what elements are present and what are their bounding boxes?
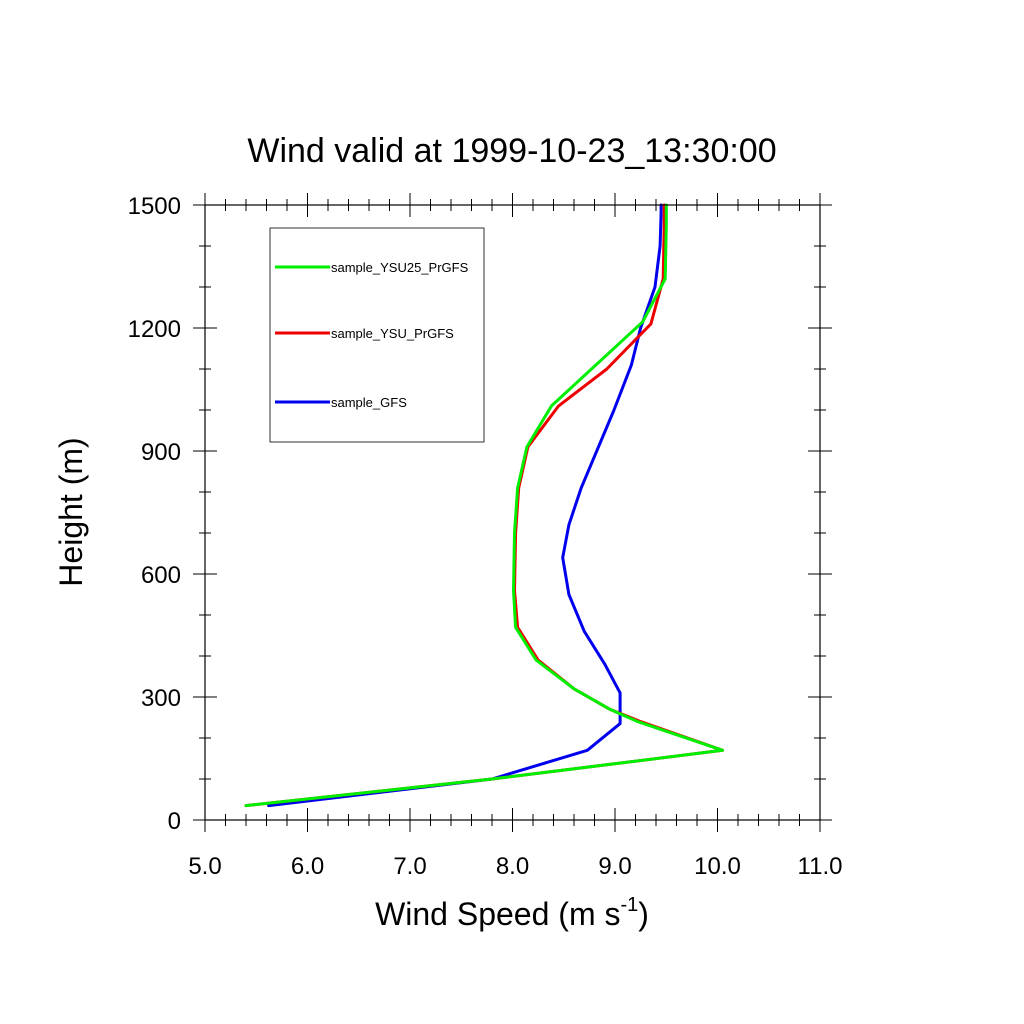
- legend-entries: sample_YSU25_PrGFS sample_YSU_PrGFSsample…: [275, 260, 469, 410]
- x-tick-label: 7.0: [393, 853, 426, 880]
- x-tick-label: 9.0: [598, 853, 631, 880]
- y-tick-label: 0: [168, 808, 181, 835]
- y-tick-label: 900: [141, 439, 181, 466]
- legend-label: sample_YSU25_PrGFS: [331, 260, 469, 275]
- y-tick-label: 1200: [128, 316, 181, 343]
- x-axis-label: Wind Speed (m s-1): [375, 894, 649, 932]
- legend-label: sample_GFS: [331, 395, 407, 410]
- chart-title: Wind valid at 1999-10-23_13:30:00: [247, 132, 776, 170]
- x-tick-label: 5.0: [188, 853, 221, 880]
- y-tick-label: 1500: [128, 193, 181, 220]
- plot-frame: [204, 204, 821, 821]
- x-tick-label: 8.0: [496, 853, 529, 880]
- y-tick-label: 600: [141, 562, 181, 589]
- y-tick-label: 300: [141, 685, 181, 712]
- x-tick-label: 6.0: [291, 853, 324, 880]
- y-axis-label: Height (m): [53, 437, 89, 586]
- series-line-sample_YSU25_PrGFS: [244, 203, 725, 808]
- tick-labels: 5.0 6.0 7.0 8.0 9.0 10.0 11.0 0 300 600 900 1200 150…: [128, 193, 843, 880]
- legend-label: sample_YSU_PrGFS: [331, 326, 454, 341]
- legend-box: [269, 227, 485, 443]
- series-lines: [244, 203, 725, 808]
- legend: sample_YSU25_PrGFS sample_YSU_PrGFSsample…: [269, 227, 485, 443]
- x-tick-label: 11.0: [798, 853, 843, 880]
- series-line-sample_GFS: [267, 203, 663, 808]
- x-tick-label: 10.0: [694, 853, 741, 880]
